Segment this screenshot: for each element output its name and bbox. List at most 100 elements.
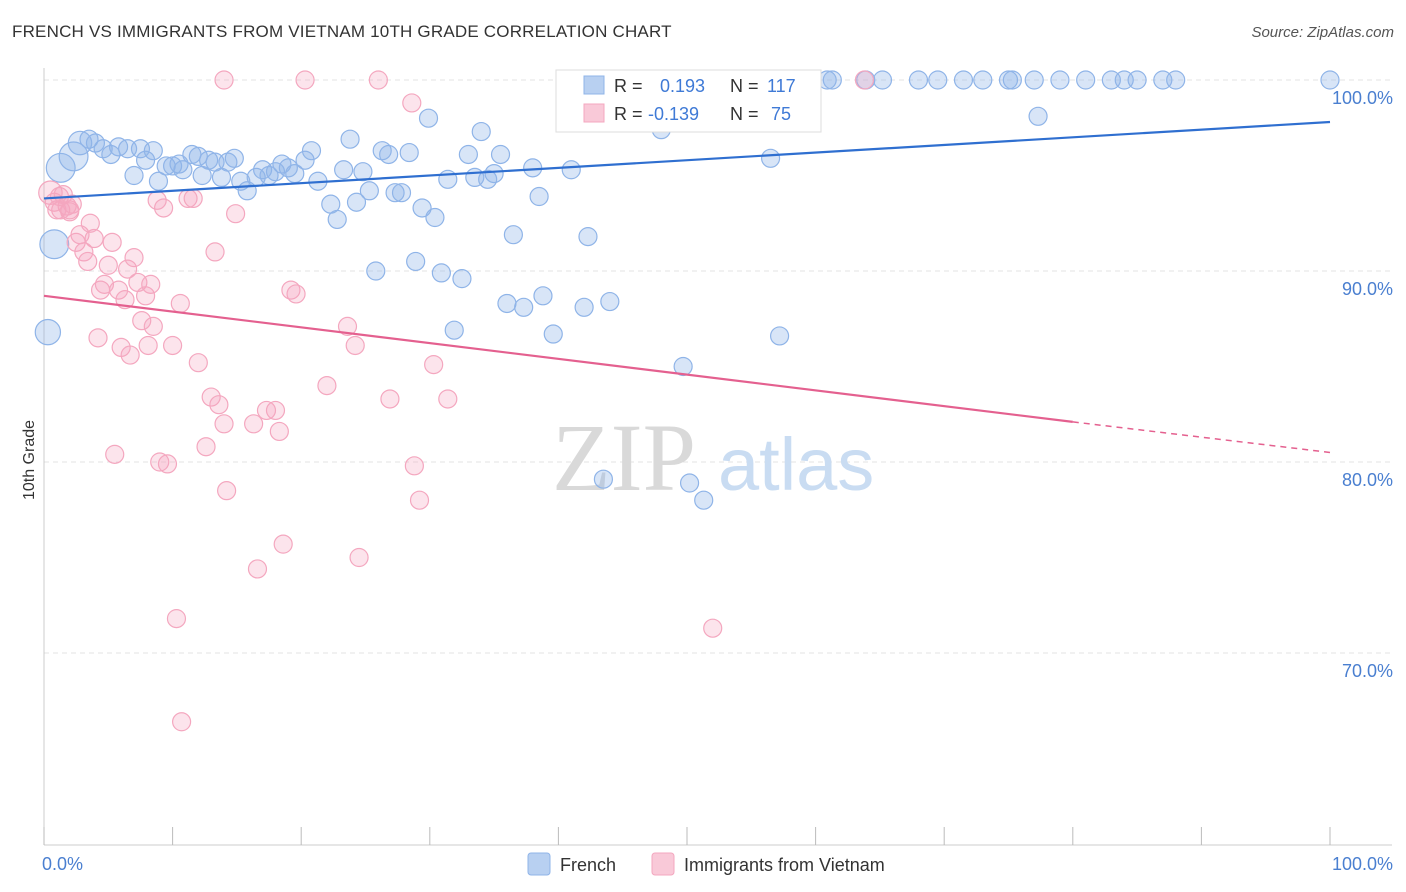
vietnam-point-13 [84, 228, 104, 249]
french-point-99 [1002, 70, 1022, 90]
french-point-45 [353, 162, 373, 182]
french-point-70 [523, 158, 543, 178]
vietnam-point-60 [337, 316, 358, 336]
vietnam-point-30 [141, 274, 161, 294]
french-point-1 [39, 229, 70, 260]
vietnam-point-49 [226, 204, 246, 224]
vietnam-point-74 [60, 200, 80, 220]
x-tick-left: 0.0% [42, 854, 83, 874]
french-point-102 [1050, 70, 1070, 90]
french-point-114 [593, 469, 614, 489]
vietnam-point-50 [244, 414, 264, 434]
stats-r-value-vietnam: -0.139 [648, 104, 699, 124]
vietnam-point-61 [345, 335, 365, 356]
french-point-106 [1127, 70, 1147, 90]
french-point-4 [67, 130, 93, 156]
french-point-54 [412, 198, 432, 218]
vietnam-point-43 [196, 437, 216, 457]
vietnam-point-72 [214, 70, 234, 90]
vietnam-point-70 [703, 618, 723, 638]
french-point-55 [418, 108, 439, 128]
french-point-89 [769, 326, 790, 346]
vietnam-point-23 [117, 259, 138, 279]
vietnam-point-57 [286, 284, 306, 304]
french-point-69 [514, 297, 534, 317]
vietnam-point-34 [153, 198, 174, 218]
vietnam-point-27 [132, 311, 152, 331]
french-point-115 [679, 473, 700, 493]
french-point-14 [143, 141, 163, 161]
french-point-67 [497, 293, 517, 314]
stats-n-value-vietnam: 75 [771, 104, 791, 124]
french-point-73 [543, 324, 563, 344]
french-point-83 [673, 356, 693, 377]
watermark: ZIP atlas [552, 404, 874, 511]
french-point-51 [391, 183, 412, 203]
french-point-7 [93, 139, 113, 159]
vietnam-point-10 [74, 242, 94, 262]
french-point-57 [431, 263, 451, 283]
french-point-103 [1076, 70, 1096, 90]
vietnam-point-14 [88, 328, 108, 348]
vietnam-point-16 [94, 274, 115, 294]
vietnam-point-55 [273, 534, 293, 554]
french-point-11 [124, 165, 144, 186]
stats-n-label-vietnam: N = [730, 104, 759, 124]
vietnam-point-31 [143, 316, 163, 336]
french-point-68 [503, 225, 523, 245]
french-point-108 [1166, 70, 1186, 90]
french-point-91 [822, 70, 842, 90]
vietnam-point-58 [295, 70, 315, 90]
french-point-100 [1024, 70, 1044, 90]
vietnam-point-25 [124, 248, 144, 268]
vietnam-point-71 [854, 70, 875, 90]
vietnam-point-18 [102, 232, 122, 252]
french-point-72 [533, 286, 553, 306]
french-point-75 [574, 297, 594, 317]
french-point-96 [953, 70, 974, 90]
gridlines [44, 79, 1392, 654]
french-point-33 [265, 162, 286, 182]
french-point-60 [452, 269, 472, 289]
vietnam-point-56 [281, 280, 301, 300]
vietnam-trend-line [43, 294, 1073, 423]
legend-label-french: French [560, 855, 616, 875]
vietnam-point-51 [247, 559, 268, 579]
vietnam-point-17 [98, 255, 118, 275]
french-point-65 [484, 163, 504, 184]
french-point-94 [908, 70, 929, 90]
vietnam-point-59 [317, 376, 337, 396]
vietnam-point-68 [424, 354, 444, 375]
y-tick-label-3: 70.0% [1342, 661, 1393, 681]
y-tick-labels: 100.0% 90.0% 80.0% 70.0% [1332, 88, 1393, 681]
vietnam-point-29 [138, 335, 158, 356]
vietnam-point-67 [409, 490, 430, 510]
x-tick-right: 100.0% [1332, 854, 1393, 874]
french-point-38 [301, 141, 322, 161]
french-point-101 [1028, 106, 1048, 126]
stats-swatch-french [583, 75, 605, 95]
french-point-56 [425, 207, 445, 228]
french-point-109 [1320, 70, 1340, 90]
french-point-61 [458, 144, 478, 165]
y-tick-label-2: 80.0% [1342, 470, 1393, 490]
data-points [34, 70, 1340, 732]
vietnam-point-63 [368, 70, 388, 90]
stats-swatch-vietnam [583, 103, 605, 123]
french-point-74 [561, 160, 581, 180]
french-point-41 [327, 209, 347, 230]
french-point-52 [399, 142, 419, 163]
french-point-50 [385, 183, 405, 203]
stats-box: R = 0.193 N = 117 R = -0.139 N = 75 [555, 69, 822, 133]
french-point-15 [148, 171, 169, 191]
vietnam-point-41 [183, 188, 203, 209]
french-point-71 [529, 186, 549, 207]
vietnam-point-62 [349, 547, 369, 568]
french-point-78 [600, 291, 620, 312]
french-point-27 [224, 148, 244, 168]
stats-r-value-french: 0.193 [660, 76, 705, 96]
stats-n-label-french: N = [730, 76, 759, 96]
french-trend-line [43, 120, 1331, 200]
french-point-59 [444, 320, 464, 340]
